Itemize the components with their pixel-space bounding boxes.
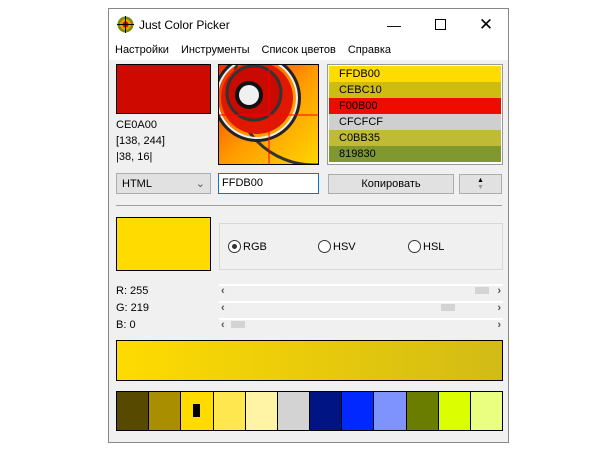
picked-coords: [138, 244] bbox=[116, 135, 165, 147]
close-button[interactable]: ✕ bbox=[478, 14, 494, 34]
blue-slider[interactable]: ‹ › bbox=[219, 318, 503, 332]
picked-hex: CE0A00 bbox=[116, 119, 157, 131]
green-label: G: 219 bbox=[116, 302, 150, 314]
app-window: Just Color Picker — ✕ Настройки Инструме… bbox=[108, 8, 509, 443]
red-slider[interactable]: ‹ › bbox=[219, 284, 503, 298]
palette-swatch[interactable] bbox=[374, 392, 407, 430]
palette bbox=[116, 391, 503, 431]
color-model-group: RGB HSV HSL bbox=[219, 223, 503, 270]
chevron-right-icon[interactable]: › bbox=[497, 319, 501, 331]
palette-swatch[interactable] bbox=[245, 392, 278, 430]
menu-settings[interactable]: Настройки bbox=[115, 44, 169, 56]
history-item[interactable]: CFCFCF bbox=[329, 114, 501, 130]
window-title: Just Color Picker bbox=[139, 18, 230, 32]
history-item[interactable]: 819830 bbox=[329, 146, 501, 162]
radio-indicator bbox=[228, 240, 241, 253]
radio-rgb[interactable]: RGB bbox=[228, 240, 267, 253]
blue-label: B: 0 bbox=[116, 319, 136, 331]
menu-color-list[interactable]: Список цветов bbox=[261, 44, 336, 56]
palette-swatch[interactable] bbox=[277, 392, 311, 430]
arrow-up-icon: ▲ bbox=[477, 177, 484, 184]
slider-thumb[interactable] bbox=[440, 304, 455, 311]
slider-thumb[interactable] bbox=[475, 287, 489, 294]
palette-swatch[interactable] bbox=[149, 392, 182, 430]
radio-label: HSV bbox=[333, 240, 356, 253]
format-dropdown[interactable]: HTML ⌄ bbox=[116, 173, 211, 194]
selected-marker bbox=[193, 404, 201, 417]
chevron-left-icon[interactable]: ‹ bbox=[221, 319, 225, 331]
radio-label: RGB bbox=[243, 240, 267, 253]
title-bar: Just Color Picker — ✕ bbox=[109, 9, 508, 40]
history-item[interactable]: FFDB00 bbox=[329, 66, 501, 82]
gradient-bar[interactable] bbox=[116, 340, 503, 381]
slider-thumb[interactable] bbox=[231, 321, 245, 328]
radio-hsv[interactable]: HSV bbox=[318, 240, 356, 253]
history-item[interactable]: F00B00 bbox=[329, 98, 501, 114]
radio-label: HSL bbox=[423, 240, 445, 253]
palette-swatch[interactable] bbox=[470, 392, 503, 430]
palette-swatch[interactable] bbox=[181, 392, 214, 430]
picked-relative-coords: |38, 16| bbox=[116, 151, 153, 163]
chevron-right-icon[interactable]: › bbox=[497, 285, 501, 297]
chevron-right-icon[interactable]: › bbox=[497, 302, 501, 314]
copy-button[interactable]: Копировать bbox=[328, 174, 454, 194]
current-color-swatch bbox=[116, 217, 211, 271]
palette-swatch[interactable] bbox=[406, 392, 439, 430]
palette-swatch[interactable] bbox=[310, 392, 343, 430]
red-label: R: 255 bbox=[116, 285, 149, 297]
magnifier-view bbox=[218, 64, 319, 165]
chevron-left-icon[interactable]: ‹ bbox=[221, 285, 225, 297]
format-selected: HTML bbox=[122, 177, 152, 190]
radio-indicator bbox=[408, 240, 421, 253]
palette-swatch[interactable] bbox=[117, 392, 150, 430]
chevron-down-icon: ⌄ bbox=[195, 178, 205, 190]
history-item[interactable]: CEBC10 bbox=[329, 82, 501, 98]
picked-color-swatch bbox=[116, 64, 211, 114]
color-code-input[interactable]: FFDB00 bbox=[218, 173, 319, 194]
radio-indicator bbox=[318, 240, 331, 253]
menu-help[interactable]: Справка bbox=[347, 44, 391, 56]
palette-swatch[interactable] bbox=[213, 392, 246, 430]
arrow-down-icon: ▼ bbox=[477, 184, 484, 191]
history-item[interactable]: C0BB35 bbox=[329, 130, 501, 146]
menu-tools[interactable]: Инструменты bbox=[180, 44, 250, 56]
minimize-button[interactable]: — bbox=[387, 16, 401, 33]
color-history-list[interactable]: FFDB00 CEBC10 F00B00 CFCFCF C0BB35 81983… bbox=[327, 64, 503, 165]
palette-swatch[interactable] bbox=[342, 392, 375, 430]
green-slider[interactable]: ‹ › bbox=[219, 301, 503, 315]
up-down-button[interactable]: ▲ ▼ bbox=[459, 174, 502, 194]
radio-hsl[interactable]: HSL bbox=[408, 240, 444, 253]
maximize-button[interactable] bbox=[417, 9, 463, 40]
palette-swatch[interactable] bbox=[438, 392, 471, 430]
separator bbox=[116, 205, 502, 206]
menu-bar: Настройки Инструменты Список цветов Спра… bbox=[109, 40, 508, 60]
chevron-left-icon[interactable]: ‹ bbox=[221, 302, 225, 314]
app-logo-icon bbox=[117, 16, 134, 33]
